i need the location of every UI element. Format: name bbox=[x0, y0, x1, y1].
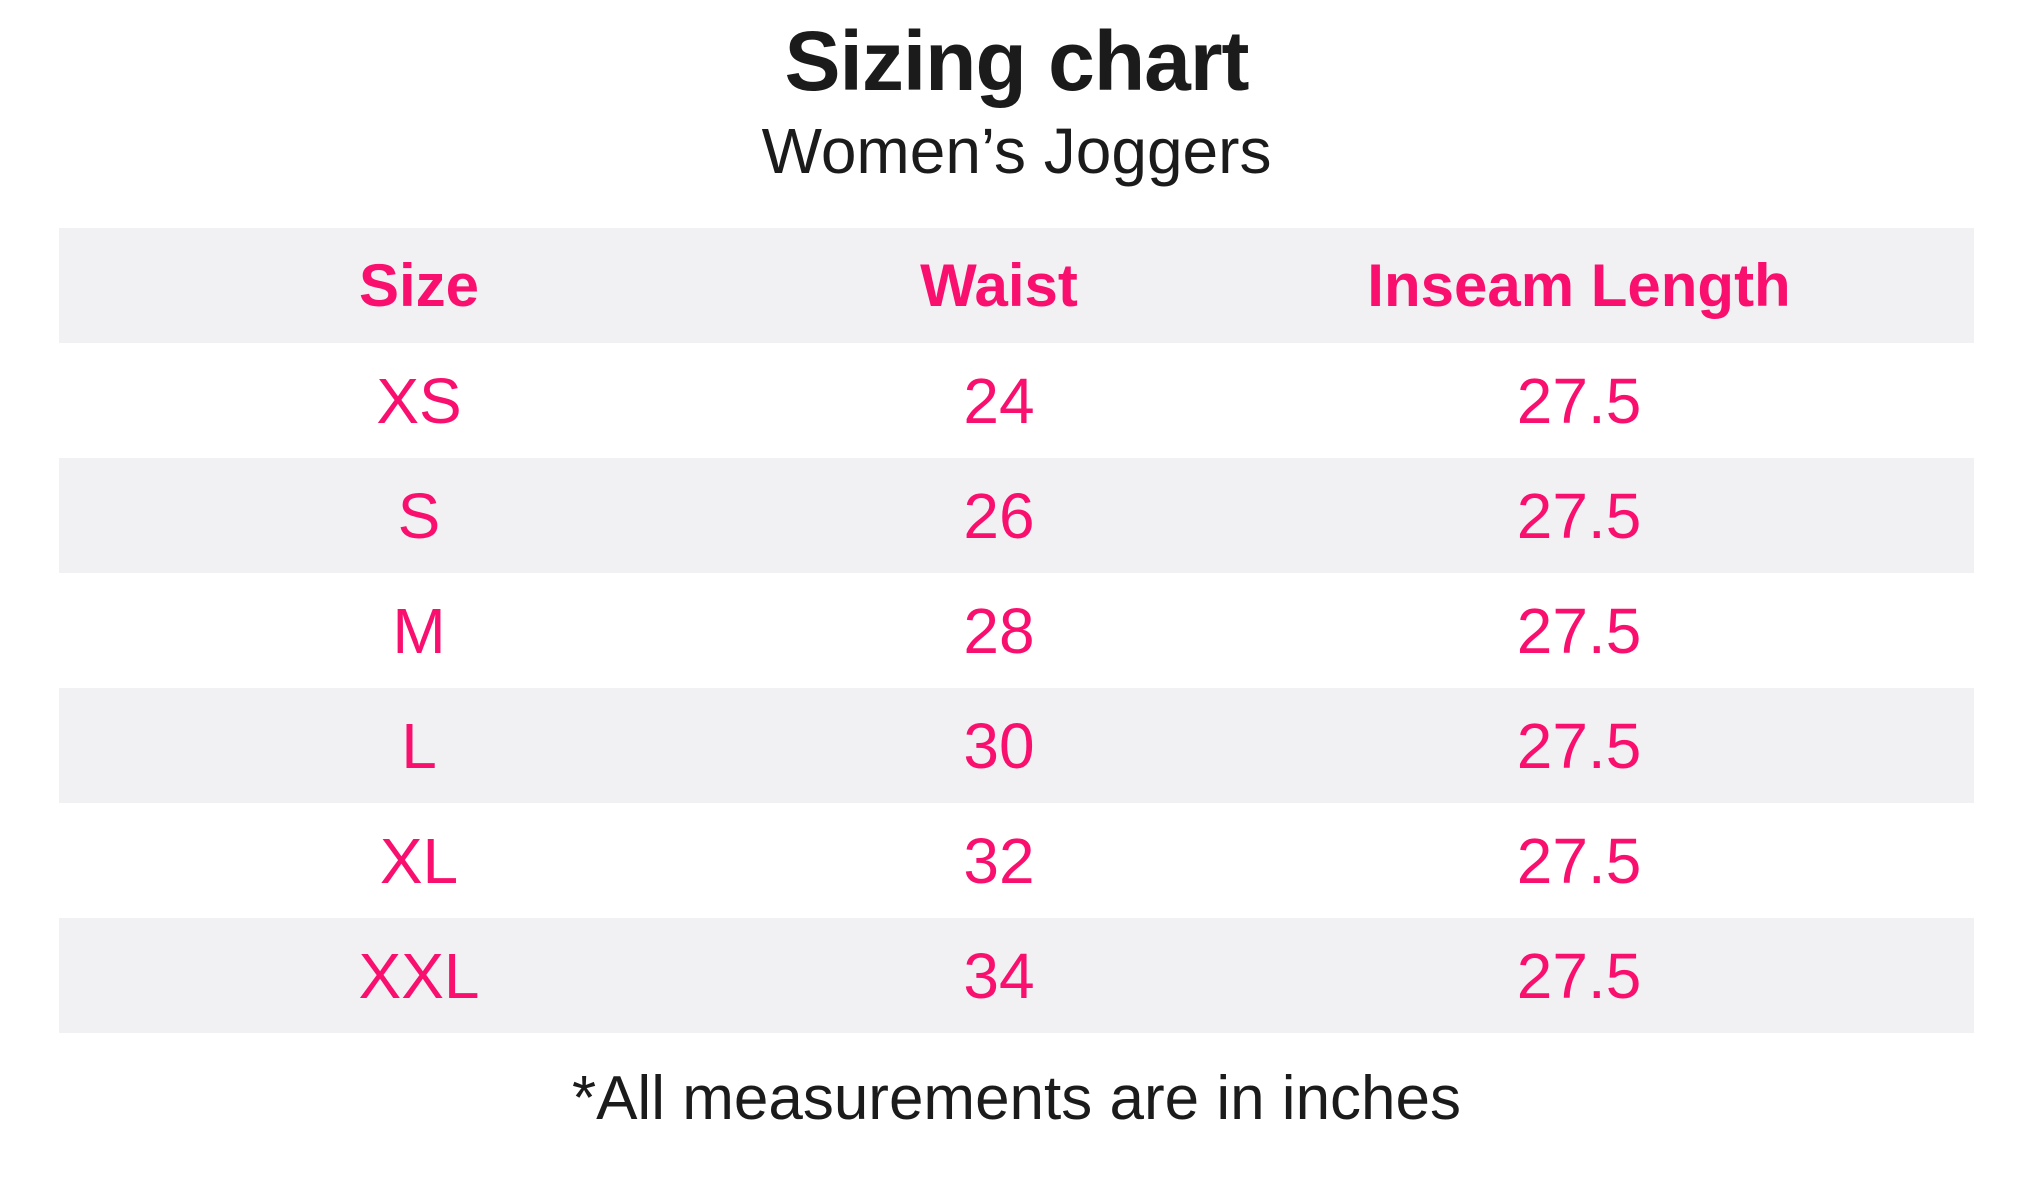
cell-waist: 32 bbox=[963, 824, 1035, 897]
column-header-waist: Waist bbox=[920, 251, 1078, 319]
table-row-xl: XL 32 27.5 bbox=[59, 803, 1974, 918]
cell-waist: 30 bbox=[963, 709, 1035, 782]
table-row-xs: XS 24 27.5 bbox=[59, 343, 1974, 458]
table-row-s: S 26 27.5 bbox=[59, 458, 1974, 574]
cell-waist: 26 bbox=[963, 479, 1035, 552]
cell-inseam: 27.5 bbox=[1516, 939, 1642, 1012]
cell-size: XL bbox=[379, 824, 459, 897]
column-header-size: Size bbox=[358, 251, 480, 319]
cell-waist: 24 bbox=[963, 364, 1035, 437]
cell-waist: 28 bbox=[963, 594, 1035, 667]
page-subtitle: Women’s Joggers bbox=[761, 115, 1272, 188]
sizing-table: Size Waist Inseam Length XS 24 27.5 S 26… bbox=[59, 228, 1974, 1034]
cell-inseam: 27.5 bbox=[1516, 364, 1642, 437]
cell-size: M bbox=[392, 594, 446, 667]
page-title: Sizing chart bbox=[784, 14, 1249, 108]
cell-inseam: 27.5 bbox=[1516, 479, 1642, 552]
cell-inseam: 27.5 bbox=[1516, 594, 1642, 667]
cell-size: XS bbox=[376, 364, 462, 437]
column-header-inseam: Inseam Length bbox=[1367, 251, 1791, 319]
cell-size: S bbox=[397, 479, 441, 552]
table-header-row: Size Waist Inseam Length bbox=[59, 228, 1974, 344]
measurements-note: *All measurements are in inches bbox=[571, 1064, 1462, 1134]
cell-size: XXL bbox=[358, 939, 480, 1012]
table-row-xxl: XXL 34 27.5 bbox=[59, 918, 1974, 1034]
cell-size: L bbox=[401, 709, 437, 782]
table-row-m: M 28 27.5 bbox=[59, 573, 1974, 688]
cell-inseam: 27.5 bbox=[1516, 709, 1642, 782]
cell-inseam: 27.5 bbox=[1516, 824, 1642, 897]
table-row-l: L 30 27.5 bbox=[59, 688, 1974, 804]
cell-waist: 34 bbox=[963, 939, 1035, 1012]
